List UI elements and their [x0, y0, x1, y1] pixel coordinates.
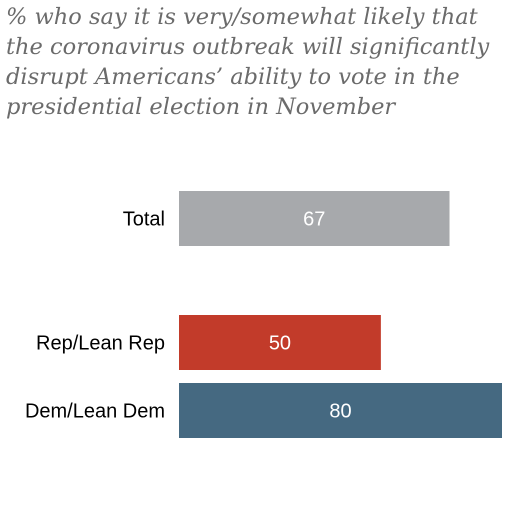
chart-subtitle: % who say it is very/somewhat likely tha…	[6, 4, 490, 120]
value-label-rep-lean-rep: 50	[269, 333, 291, 355]
bar-rep-lean-rep	[179, 315, 381, 370]
category-label-dem-lean-dem: Dem/Lean Dem	[25, 401, 165, 423]
bar-total	[179, 191, 450, 246]
value-label-total: 67	[303, 209, 325, 231]
category-label-rep-lean-rep: Rep/Lean Rep	[36, 333, 165, 355]
value-label-dem-lean-dem: 80	[329, 401, 351, 423]
bar-dem-lean-dem	[179, 383, 502, 438]
category-label-total: Total	[123, 209, 165, 231]
